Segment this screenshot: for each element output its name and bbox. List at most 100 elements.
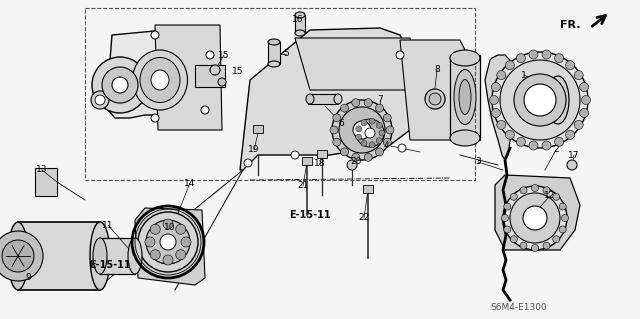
Circle shape [516,137,525,146]
Circle shape [506,130,515,139]
Circle shape [543,242,550,249]
Polygon shape [295,38,420,90]
Circle shape [340,104,349,112]
Text: 18: 18 [314,160,326,168]
Bar [295,15,305,33]
Circle shape [146,220,190,264]
Circle shape [356,126,362,132]
Ellipse shape [93,238,107,274]
Circle shape [376,122,382,128]
Circle shape [580,83,589,92]
Bar [100,238,135,274]
Ellipse shape [450,130,480,146]
Circle shape [376,138,382,144]
Circle shape [201,106,209,114]
Circle shape [160,234,176,250]
Text: 3: 3 [475,158,481,167]
Circle shape [506,61,515,70]
Circle shape [492,108,500,117]
Circle shape [510,193,517,200]
Text: 5: 5 [283,49,289,58]
Polygon shape [105,28,220,125]
Circle shape [356,134,362,140]
Circle shape [376,148,383,156]
Circle shape [542,141,551,150]
Circle shape [330,126,338,134]
Circle shape [504,226,511,233]
Circle shape [529,141,538,150]
Text: 22: 22 [358,213,370,222]
Ellipse shape [306,94,314,104]
Circle shape [364,99,372,107]
Circle shape [555,54,564,63]
Circle shape [502,214,509,221]
Circle shape [369,118,375,124]
Ellipse shape [132,50,188,110]
Circle shape [353,121,371,139]
Circle shape [365,128,375,138]
Circle shape [425,89,445,109]
Bar [18,222,100,290]
Text: 19: 19 [248,145,260,154]
Circle shape [567,160,577,170]
Circle shape [543,187,550,194]
Ellipse shape [8,222,28,290]
Bar [308,94,338,104]
Text: 12: 12 [544,191,556,201]
Circle shape [92,57,148,113]
Text: 4: 4 [383,140,389,150]
Text: 9: 9 [25,273,31,283]
Circle shape [500,60,580,140]
Text: 20: 20 [350,158,362,167]
Circle shape [524,84,556,116]
Text: 6: 6 [338,118,344,128]
Circle shape [218,78,226,86]
Circle shape [566,130,575,139]
Ellipse shape [454,70,476,124]
Circle shape [510,236,517,243]
Circle shape [181,237,191,247]
Text: FR.: FR. [560,20,580,30]
Circle shape [356,119,384,147]
Circle shape [520,187,527,194]
Circle shape [347,160,357,170]
Circle shape [206,51,214,59]
Circle shape [333,114,340,122]
Circle shape [386,126,394,134]
Circle shape [176,224,186,234]
Circle shape [333,138,340,146]
Circle shape [492,52,588,148]
Circle shape [555,137,564,146]
Ellipse shape [295,12,305,18]
Text: 13: 13 [36,166,48,174]
Circle shape [429,93,441,105]
Circle shape [582,95,591,105]
Text: 16: 16 [292,14,304,24]
Bar [363,185,373,193]
Circle shape [574,120,583,130]
Circle shape [503,186,567,250]
Circle shape [516,54,525,63]
Circle shape [561,214,568,221]
Circle shape [510,193,560,243]
Ellipse shape [268,39,280,45]
Circle shape [352,153,360,161]
Ellipse shape [295,30,305,36]
Circle shape [531,244,538,251]
Circle shape [340,148,349,156]
Circle shape [376,104,383,112]
Circle shape [529,50,538,59]
Circle shape [396,51,404,59]
Bar [85,8,475,180]
Text: 17: 17 [568,151,580,160]
Text: 8: 8 [434,65,440,75]
Bar [317,150,327,158]
Text: E-15-11: E-15-11 [89,260,131,270]
Circle shape [559,226,566,233]
Ellipse shape [450,50,480,66]
Circle shape [492,83,500,92]
Circle shape [383,138,391,146]
Circle shape [138,212,198,272]
Circle shape [574,70,583,80]
Polygon shape [155,25,222,130]
